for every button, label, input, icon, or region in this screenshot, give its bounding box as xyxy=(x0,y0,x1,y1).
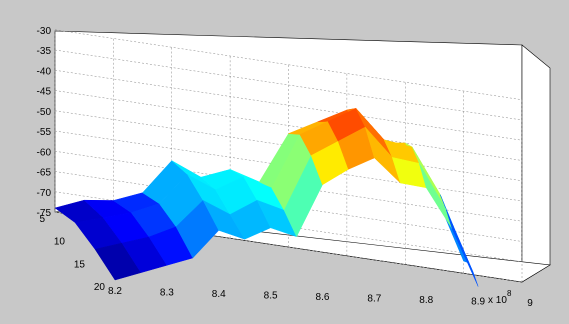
x-tick-label: 8.4 xyxy=(212,289,226,300)
x-axis-multiplier-exponent: 8 xyxy=(507,289,512,298)
y-tick-label: 10 xyxy=(54,237,66,248)
z-tick-label: -40 xyxy=(37,66,52,77)
x-tick-label: 8.5 xyxy=(264,291,278,302)
z-tick-label: -65 xyxy=(37,168,52,179)
y-tick-label: 15 xyxy=(74,259,86,270)
x-tick-label: 9 xyxy=(527,298,533,309)
z-tick-label: -30 xyxy=(37,26,52,37)
x-tick-label: 8.6 xyxy=(316,292,330,303)
y-tick-label: 5 xyxy=(39,214,45,225)
surface-patch xyxy=(446,209,479,287)
z-tick-label: -45 xyxy=(37,87,52,98)
x-tick-label: 8.9 xyxy=(471,297,485,308)
x-tick-label: 8.7 xyxy=(367,294,381,305)
z-tick-label: -35 xyxy=(37,46,52,57)
x-tick-label: 8.3 xyxy=(160,288,174,299)
x-tick-label: 8.2 xyxy=(108,286,122,297)
surface-mesh xyxy=(54,108,479,287)
axes-backwall-yz xyxy=(521,44,551,283)
z-tick-label: -75 xyxy=(37,208,52,219)
y-axis-tick-labels: 5 10 15 20 xyxy=(39,214,105,293)
x-tick-label: 8.8 xyxy=(419,295,433,306)
z-tick-label: -55 xyxy=(37,127,52,138)
z-tick-label: -70 xyxy=(37,188,52,199)
z-tick-label: -60 xyxy=(37,147,52,158)
y-tick-label: 20 xyxy=(94,282,106,293)
x-axis-multiplier-label: x 10 xyxy=(488,295,507,306)
z-tick-label: -50 xyxy=(37,107,52,118)
x-axis-tick-labels: 8.2 8.3 8.4 8.5 8.6 8.7 8.8 8.9 9 xyxy=(108,286,533,309)
z-axis-tick-labels: -30 -35 -40 -45 -50 -55 -60 -65 -70 -75 xyxy=(37,26,52,219)
grid-line-z xyxy=(54,29,523,100)
